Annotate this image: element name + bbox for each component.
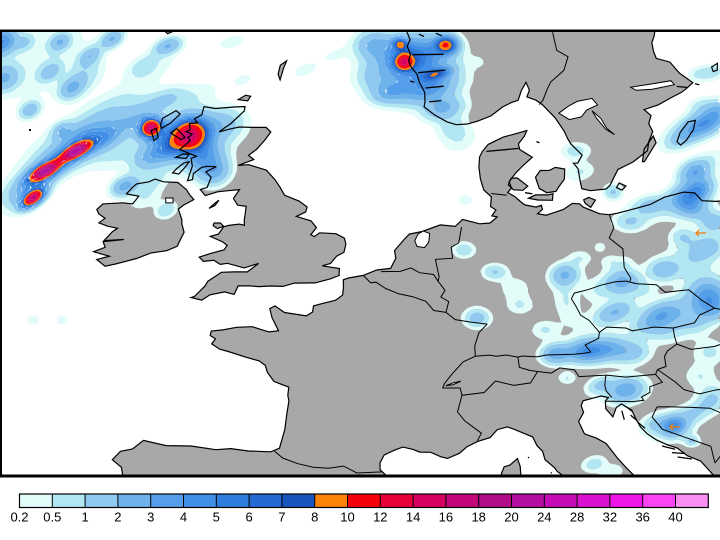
svg-text:18: 18 [471,510,485,525]
svg-text:6: 6 [245,510,252,525]
svg-text:0.5: 0.5 [43,510,61,525]
svg-text:7: 7 [278,510,285,525]
svg-text:20: 20 [504,510,518,525]
svg-text:16: 16 [439,510,453,525]
svg-text:10: 10 [340,510,354,525]
svg-text:12: 12 [373,510,387,525]
svg-text:0.2: 0.2 [10,510,28,525]
svg-text:1: 1 [81,510,88,525]
svg-text:24: 24 [537,510,551,525]
svg-text:14: 14 [406,510,420,525]
svg-text:32: 32 [603,510,617,525]
svg-text:3: 3 [147,510,154,525]
svg-text:5: 5 [213,510,220,525]
svg-text:40: 40 [668,510,682,525]
svg-text:28: 28 [570,510,584,525]
svg-text:2: 2 [114,510,121,525]
svg-text:36: 36 [635,510,649,525]
svg-text:4: 4 [180,510,187,525]
svg-text:8: 8 [311,510,318,525]
